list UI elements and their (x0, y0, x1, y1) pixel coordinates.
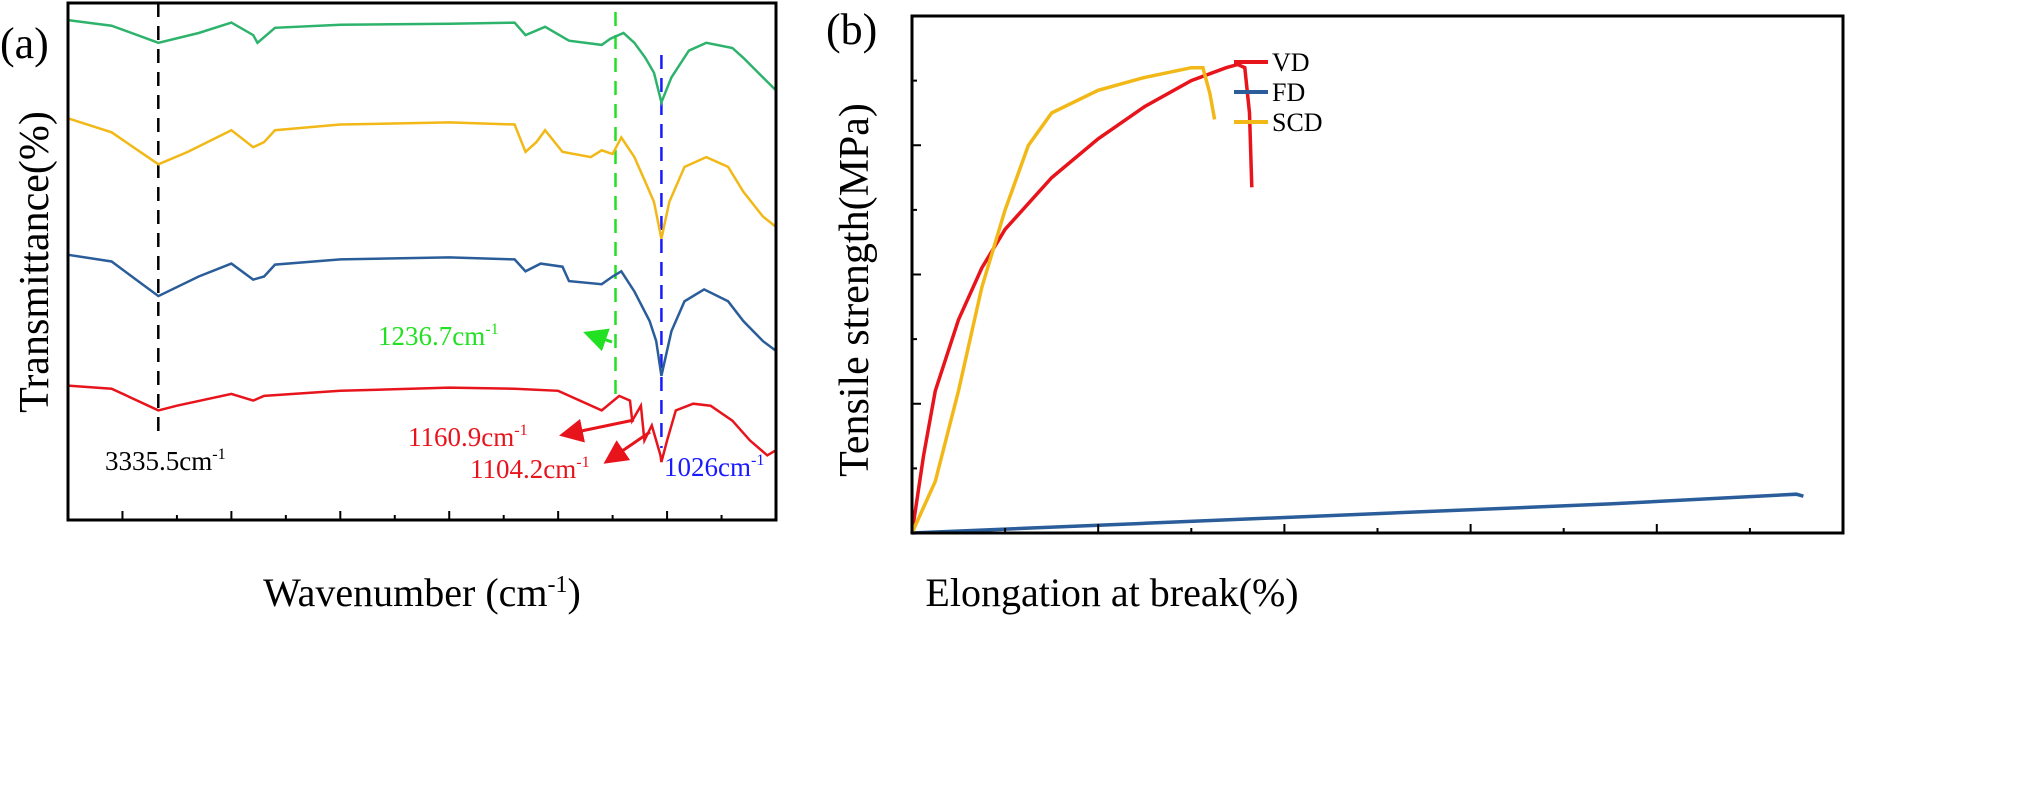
series-line-VD (910, 62, 1254, 534)
series-line-FD (67, 117, 777, 240)
x-axis-label: Elongation at break(%) (925, 570, 1298, 615)
legend-label-FD: FD (1272, 78, 1305, 107)
arrow-1104 (603, 430, 651, 464)
panel-a-ftir: 3335.5cm-11236.7cm-11026cm-11160.9cm-111… (0, 1, 778, 615)
label-1160-text: 1160.9cm (408, 422, 514, 452)
series-line-cellulose (67, 384, 777, 463)
y-axis-label: Tensile strength(MPa) (832, 103, 878, 477)
label-1026-sup: -1 (751, 451, 764, 469)
series-line-FD (911, 492, 1804, 535)
x-axis-label: Wavenumber (cm-1) (263, 570, 581, 615)
panel-label-b: (b) (826, 5, 877, 54)
series-line-SCD (67, 253, 777, 377)
label-1236-text: 1236.7cm (378, 321, 485, 351)
panel-b-tensile: Elongation at break(%) Tensile strength(M… (826, 5, 1845, 615)
label-3335-sup: -1 (212, 445, 225, 463)
label-1104-text: 1104.2cm (470, 454, 576, 484)
label-1236: 1236.7cm-1 (378, 320, 499, 351)
y-axis-label: Transmittance(%) (12, 111, 58, 413)
series-line-SCD (910, 65, 1217, 534)
legend-label-VD: VD (1272, 48, 1310, 77)
x-axis-label-sup: -1 (548, 572, 568, 598)
plot-frame-a (66, 1, 778, 522)
plot-frame-b (910, 14, 1845, 535)
arrow-1236 (583, 328, 613, 352)
label-1236-sup: -1 (485, 320, 498, 338)
label-3335: 3335.5cm-1 (105, 445, 226, 476)
label-1026: 1026cm-1 (664, 451, 764, 482)
label-1104: 1104.2cm-1 (470, 453, 590, 484)
label-3335-text: 3335.5cm (105, 446, 212, 476)
x-axis-label-text: Wavenumber (cm (263, 570, 547, 615)
arrow-1160 (559, 418, 635, 443)
legend-label-SCD: SCD (1272, 108, 1323, 137)
label-1160-sup: -1 (514, 421, 527, 439)
label-1160: 1160.9cm-1 (408, 421, 528, 452)
panel-label-a: (a) (0, 19, 49, 68)
label-1104-sup: -1 (576, 453, 589, 471)
series-line-VD (67, 18, 777, 107)
x-axis-label-tail: ) (568, 570, 581, 615)
label-1026-text: 1026cm (664, 452, 751, 482)
